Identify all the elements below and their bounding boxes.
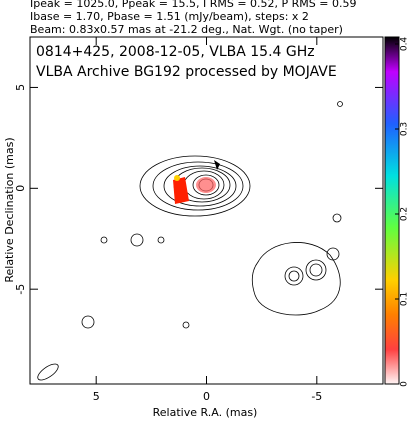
y-tick-label: 5 [14, 84, 27, 91]
colorbar-tick-label: 0.1 [400, 292, 409, 306]
map-subtitle: VLBA Archive BG192 processed by MOJAVE [36, 64, 337, 80]
header-line: Ibase = 1.70, Pbase = 1.51 (mJy/beam), s… [30, 10, 309, 23]
x-tick-label: 5 [93, 390, 100, 403]
x-tick-label: -5 [311, 390, 322, 403]
y-tick-label: 0 [14, 185, 27, 192]
map-title: 0814+425, 2008-12-05, VLBA 15.4 GHz [36, 44, 315, 60]
x-axis-label: Relative R.A. (mas) [153, 406, 258, 419]
header-line: Beam: 0.83x0.57 mas at -21.2 deg., Nat. … [30, 23, 343, 36]
colorbar-tick-label: 0.2 [400, 207, 409, 221]
y-axis-label: Relative Declination (mas) [3, 137, 16, 282]
header-line: Ipeak = 1025.0, Ppeak = 15.5, I RMS = 0.… [30, 0, 357, 10]
frame [29, 36, 384, 385]
colorbar-tick-label: 0.3 [400, 122, 409, 136]
contours [37, 101, 343, 381]
colorbar-tick-label: 0.4 [400, 37, 409, 52]
y-tick-label: -5 [14, 284, 27, 295]
colorbar [384, 36, 400, 385]
x-tick-label: 0 [203, 390, 210, 403]
colorbar-tick-label: 0 [400, 381, 409, 387]
